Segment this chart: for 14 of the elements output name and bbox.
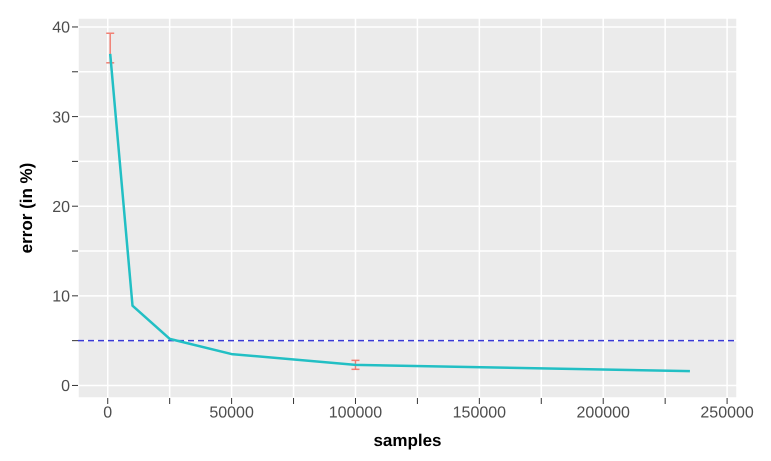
y-tick-label: 30 — [52, 109, 70, 126]
x-tick-label: 150000 — [452, 404, 506, 422]
y-tick-label: 20 — [52, 198, 70, 216]
x-tick-label: 250000 — [700, 404, 754, 422]
x-tick-label: 200000 — [576, 404, 630, 422]
y-tick-label: 10 — [52, 288, 70, 306]
y-tick-label: 40 — [52, 20, 70, 37]
y-tick-label: 0 — [61, 378, 70, 396]
x-tick-label: 0 — [103, 404, 112, 422]
line-series — [108, 52, 692, 372]
x-axis-title: samples — [373, 431, 442, 450]
x-tick-label: 50000 — [209, 404, 254, 422]
y-axis-title: error (in %) — [17, 162, 36, 254]
x-tick-label: 100000 — [328, 404, 382, 422]
